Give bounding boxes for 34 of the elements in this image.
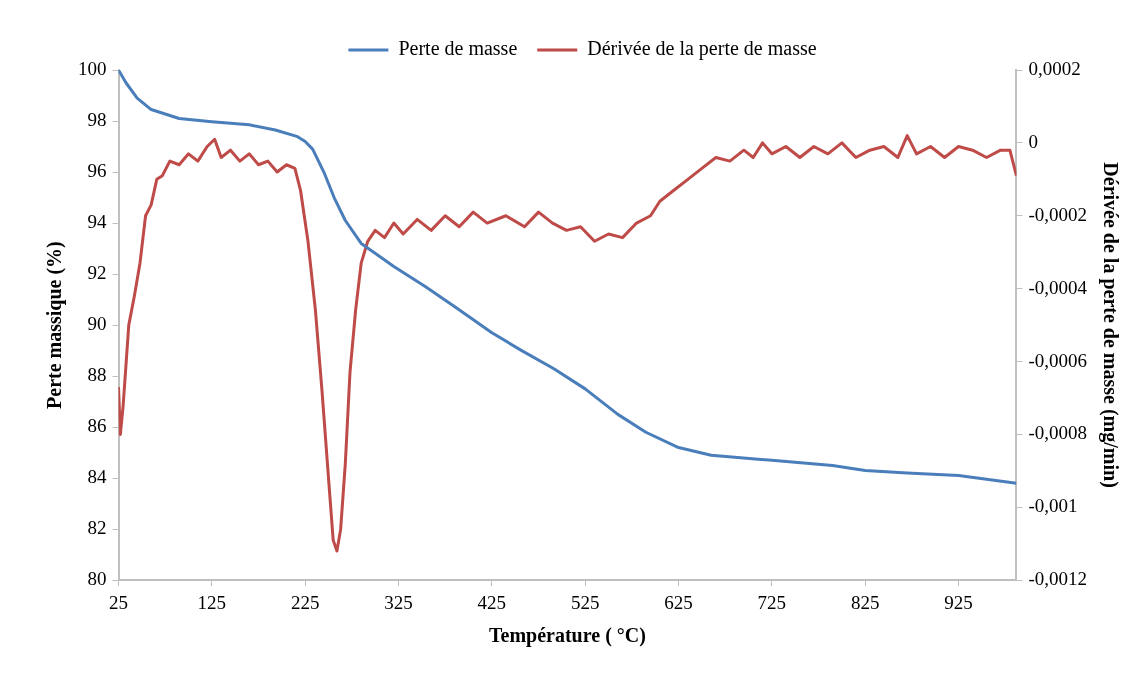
y2-tick-label: -0,0002 [1028, 203, 1087, 225]
y-axis-title: Perte massique (%) [43, 241, 67, 409]
y2-tick-label: -0,001 [1028, 495, 1078, 517]
legend-label: Perte de masse [398, 37, 518, 60]
y2-tick-label: -0,0012 [1028, 568, 1087, 590]
y-tick-label: 86 [87, 415, 107, 437]
x-tick-label: 25 [109, 591, 128, 613]
y2-axis-title: Dérivée de la perte de masse (mg/min) [1098, 162, 1122, 488]
y2-tick-label: -0,0004 [1028, 276, 1088, 298]
legend-label: Dérivée de la perte de masse [587, 37, 817, 61]
y-tick-label: 96 [87, 160, 107, 182]
x-tick-label: 525 [570, 591, 600, 613]
x-tick-label: 425 [477, 591, 507, 613]
x-tick-label: 925 [944, 591, 973, 613]
y-tick-label: 84 [87, 466, 107, 488]
y-tick-label: 82 [87, 517, 107, 539]
y2-tick-label: 0,0002 [1028, 57, 1081, 79]
y-tick-label: 94 [87, 211, 107, 233]
y2-tick-label: -0,0008 [1028, 422, 1087, 444]
x-tick-label: 325 [384, 591, 413, 613]
y2-tick-label: 0 [1028, 130, 1038, 152]
x-tick-label: 125 [197, 591, 227, 613]
y-tick-label: 88 [87, 364, 107, 386]
x-tick-label: 225 [290, 591, 320, 613]
y-tick-label: 80 [87, 568, 107, 590]
y-tick-label: 98 [87, 109, 107, 130]
y-tick-label: 100 [78, 57, 107, 79]
y-tick-label: 90 [87, 313, 107, 335]
x-tick-label: 825 [850, 591, 880, 613]
y2-tick-label: -0,0006 [1028, 349, 1087, 371]
x-tick-label: 625 [664, 591, 693, 613]
x-tick-label: 725 [757, 591, 787, 613]
y-tick-label: 92 [87, 262, 107, 284]
x-axis-title: Température ( °C) [489, 624, 646, 648]
